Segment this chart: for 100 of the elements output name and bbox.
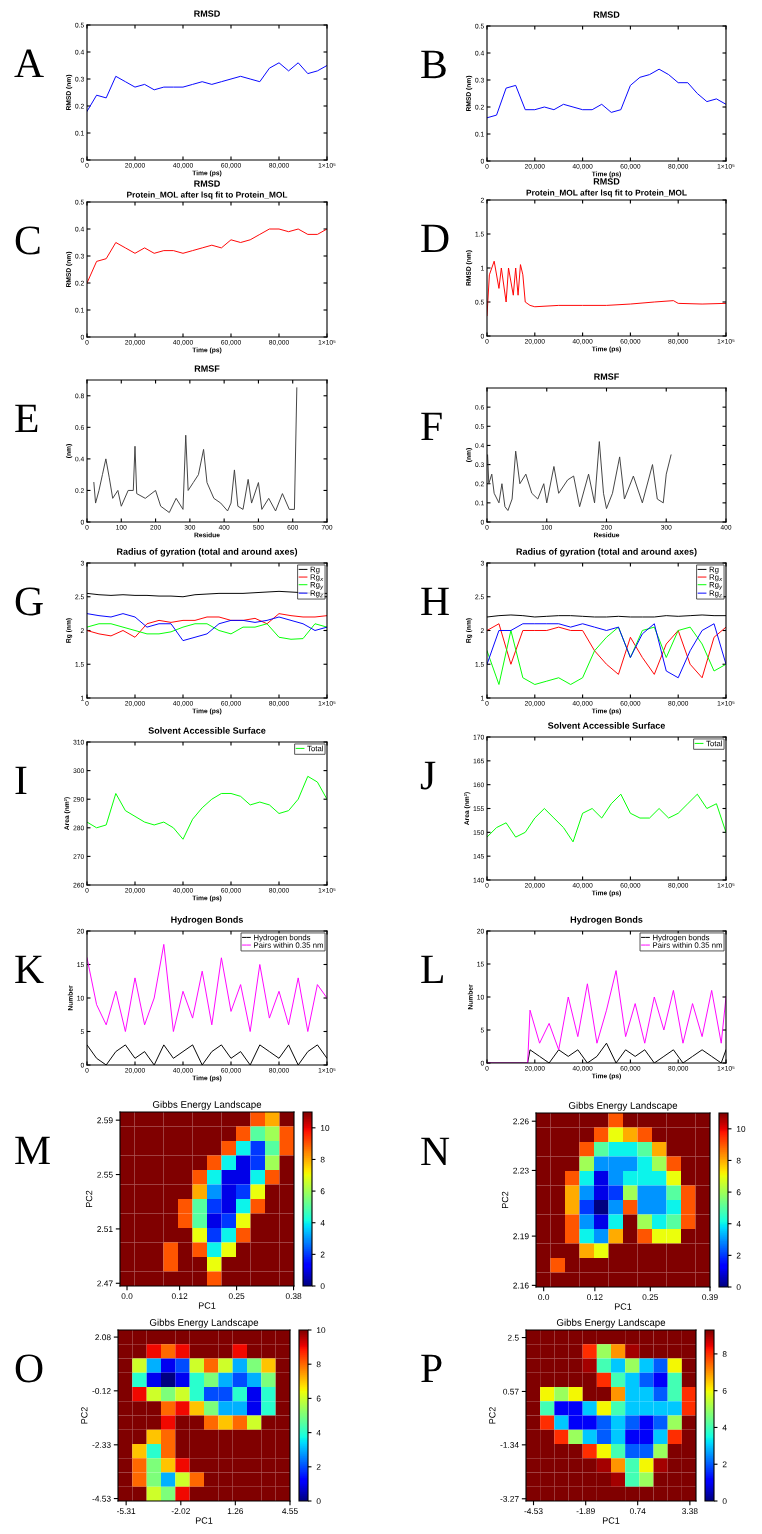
color-bar-label: 0 <box>736 1284 741 1291</box>
chart-title: Hydrogen Bonds <box>570 916 643 925</box>
chart-title: Gibbs Energy Landscape <box>149 1318 259 1328</box>
line-series <box>87 62 327 112</box>
y-axis-title: PC2 <box>85 1190 93 1208</box>
x-tick-label: 0.0 <box>538 1294 550 1301</box>
chart-title: Gibbs Energy Landscape <box>556 1318 666 1328</box>
text: H <box>421 587 449 616</box>
y-axis-title: PC2 <box>489 1407 496 1424</box>
chart-title: Hydrogen Bonds <box>171 916 243 925</box>
line-series <box>487 793 726 843</box>
chart-title: Gibbs Energy Landscape <box>568 1101 678 1111</box>
x-tick-label: -5.31 <box>117 1508 136 1515</box>
chart-title: RMSD <box>194 180 220 187</box>
x-tick-label: 0.0 <box>121 1293 133 1300</box>
x-tick-label: 0.39 <box>702 1294 718 1301</box>
x-tick-label: -2.02 <box>171 1508 190 1515</box>
x-tick-label: 1.26 <box>227 1508 244 1515</box>
text: O <box>15 1354 43 1383</box>
color-bar-label: 2 <box>722 1461 727 1468</box>
y-tick-label: 2.08 <box>95 1334 111 1341</box>
text: F <box>421 412 442 441</box>
chart-title: RMSD <box>593 11 620 18</box>
line-series <box>87 775 327 840</box>
color-bar-label: 10 <box>736 1126 746 1132</box>
y-tick-label: 2.23 <box>513 1167 529 1174</box>
y-tick-label: -1.34 <box>500 1442 519 1448</box>
x-axis-title: PC1 <box>198 1302 216 1309</box>
chart-title: Solvent Accessible Surface <box>547 722 665 729</box>
color-bar-label: 10 <box>320 1125 330 1131</box>
color-bar-label: 2 <box>320 1251 325 1258</box>
x-axis-title: PC1 <box>195 1517 213 1524</box>
text: A <box>14 49 44 78</box>
line-series <box>93 387 298 514</box>
line-series <box>87 943 327 1032</box>
color-bar-label: 4 <box>320 1220 325 1226</box>
line-series <box>487 68 726 119</box>
color-bar-label: 8 <box>722 1351 727 1357</box>
text: I <box>15 766 27 795</box>
color-bar-label: 10 <box>316 1327 326 1334</box>
color-bar-label: 2 <box>736 1252 741 1259</box>
text: E <box>15 404 38 433</box>
x-tick-label: -1.89 <box>576 1508 595 1515</box>
chart-subtitle: Protein_MOL after lsq fit to Protein_MOL <box>127 191 288 200</box>
color-bar-label: 8 <box>320 1156 325 1163</box>
y-tick-label: 2.26 <box>513 1118 529 1125</box>
y-tick-label: 2.19 <box>513 1233 529 1240</box>
x-tick-label: 3.38 <box>682 1508 698 1515</box>
color-bar-label: 4 <box>736 1221 741 1227</box>
color-bar-label: 2 <box>316 1464 321 1470</box>
x-tick-label: 0.12 <box>587 1294 603 1301</box>
color-bar-label: 6 <box>320 1188 325 1195</box>
chart-title: Solvent Accessible Surface <box>148 727 266 734</box>
y-tick-label: -3.27 <box>500 1495 519 1502</box>
text: C <box>15 226 40 255</box>
x-tick-label: 0.74 <box>629 1508 646 1515</box>
y-tick-label: -0.12 <box>92 1388 111 1394</box>
y-tick-label: 2.55 <box>97 1171 113 1178</box>
chart-title: Radius of gyration (total and around axes) <box>117 548 298 557</box>
color-bar-label: 8 <box>736 1157 741 1164</box>
y-tick-label: 2.47 <box>97 1280 113 1287</box>
color-bar-label: 6 <box>316 1395 321 1402</box>
text: M <box>15 1136 50 1165</box>
chart-title: RMSD <box>194 10 220 17</box>
text: G <box>15 587 43 616</box>
x-tick-label: 0.38 <box>285 1293 302 1300</box>
chart-title: Gibbs Energy Landscape <box>152 1100 262 1110</box>
color-bar-label: 0 <box>722 1498 727 1505</box>
text: N <box>421 1137 450 1166</box>
chart-title: RMSF <box>194 365 220 372</box>
color-bar-label: 6 <box>722 1387 727 1394</box>
color-bar-label: 8 <box>316 1361 321 1368</box>
y-tick-label: 2.59 <box>97 1117 113 1124</box>
line-series <box>487 441 672 511</box>
color-bar-label: 0 <box>320 1283 325 1290</box>
color-bar-label: 4 <box>316 1429 321 1436</box>
x-tick-label: -4.53 <box>524 1508 543 1515</box>
chart-subtitle: Protein_MOL after lsq fit to Protein_MOL <box>526 189 687 198</box>
chart-title: Radius of gyration (total and around axes) <box>516 548 697 557</box>
text: P <box>421 1354 442 1383</box>
x-tick-label: 0.25 <box>642 1294 659 1301</box>
y-tick-label: 0.57 <box>503 1388 519 1395</box>
y-axis-title: PC2 <box>81 1407 88 1424</box>
color-bar-label: 0 <box>316 1498 321 1505</box>
text: J <box>420 761 436 790</box>
x-tick-label: 0.12 <box>171 1293 188 1300</box>
line-series <box>87 228 327 284</box>
text: L <box>421 955 443 984</box>
y-tick-label: 2.5 <box>507 1334 519 1341</box>
line-series <box>87 623 327 640</box>
y-axis-title: PC2 <box>501 1191 509 1209</box>
x-axis-title: PC1 <box>602 1517 620 1524</box>
chart-title: RMSD <box>593 178 620 185</box>
color-bar-label: 4 <box>722 1424 727 1431</box>
x-axis-title: PC1 <box>614 1303 632 1310</box>
y-tick-label: 2.16 <box>513 1282 529 1289</box>
text: K <box>15 955 44 984</box>
text: D <box>421 224 449 253</box>
y-tick-label: -4.53 <box>92 1495 111 1502</box>
x-tick-label: 4.55 <box>282 1508 298 1515</box>
